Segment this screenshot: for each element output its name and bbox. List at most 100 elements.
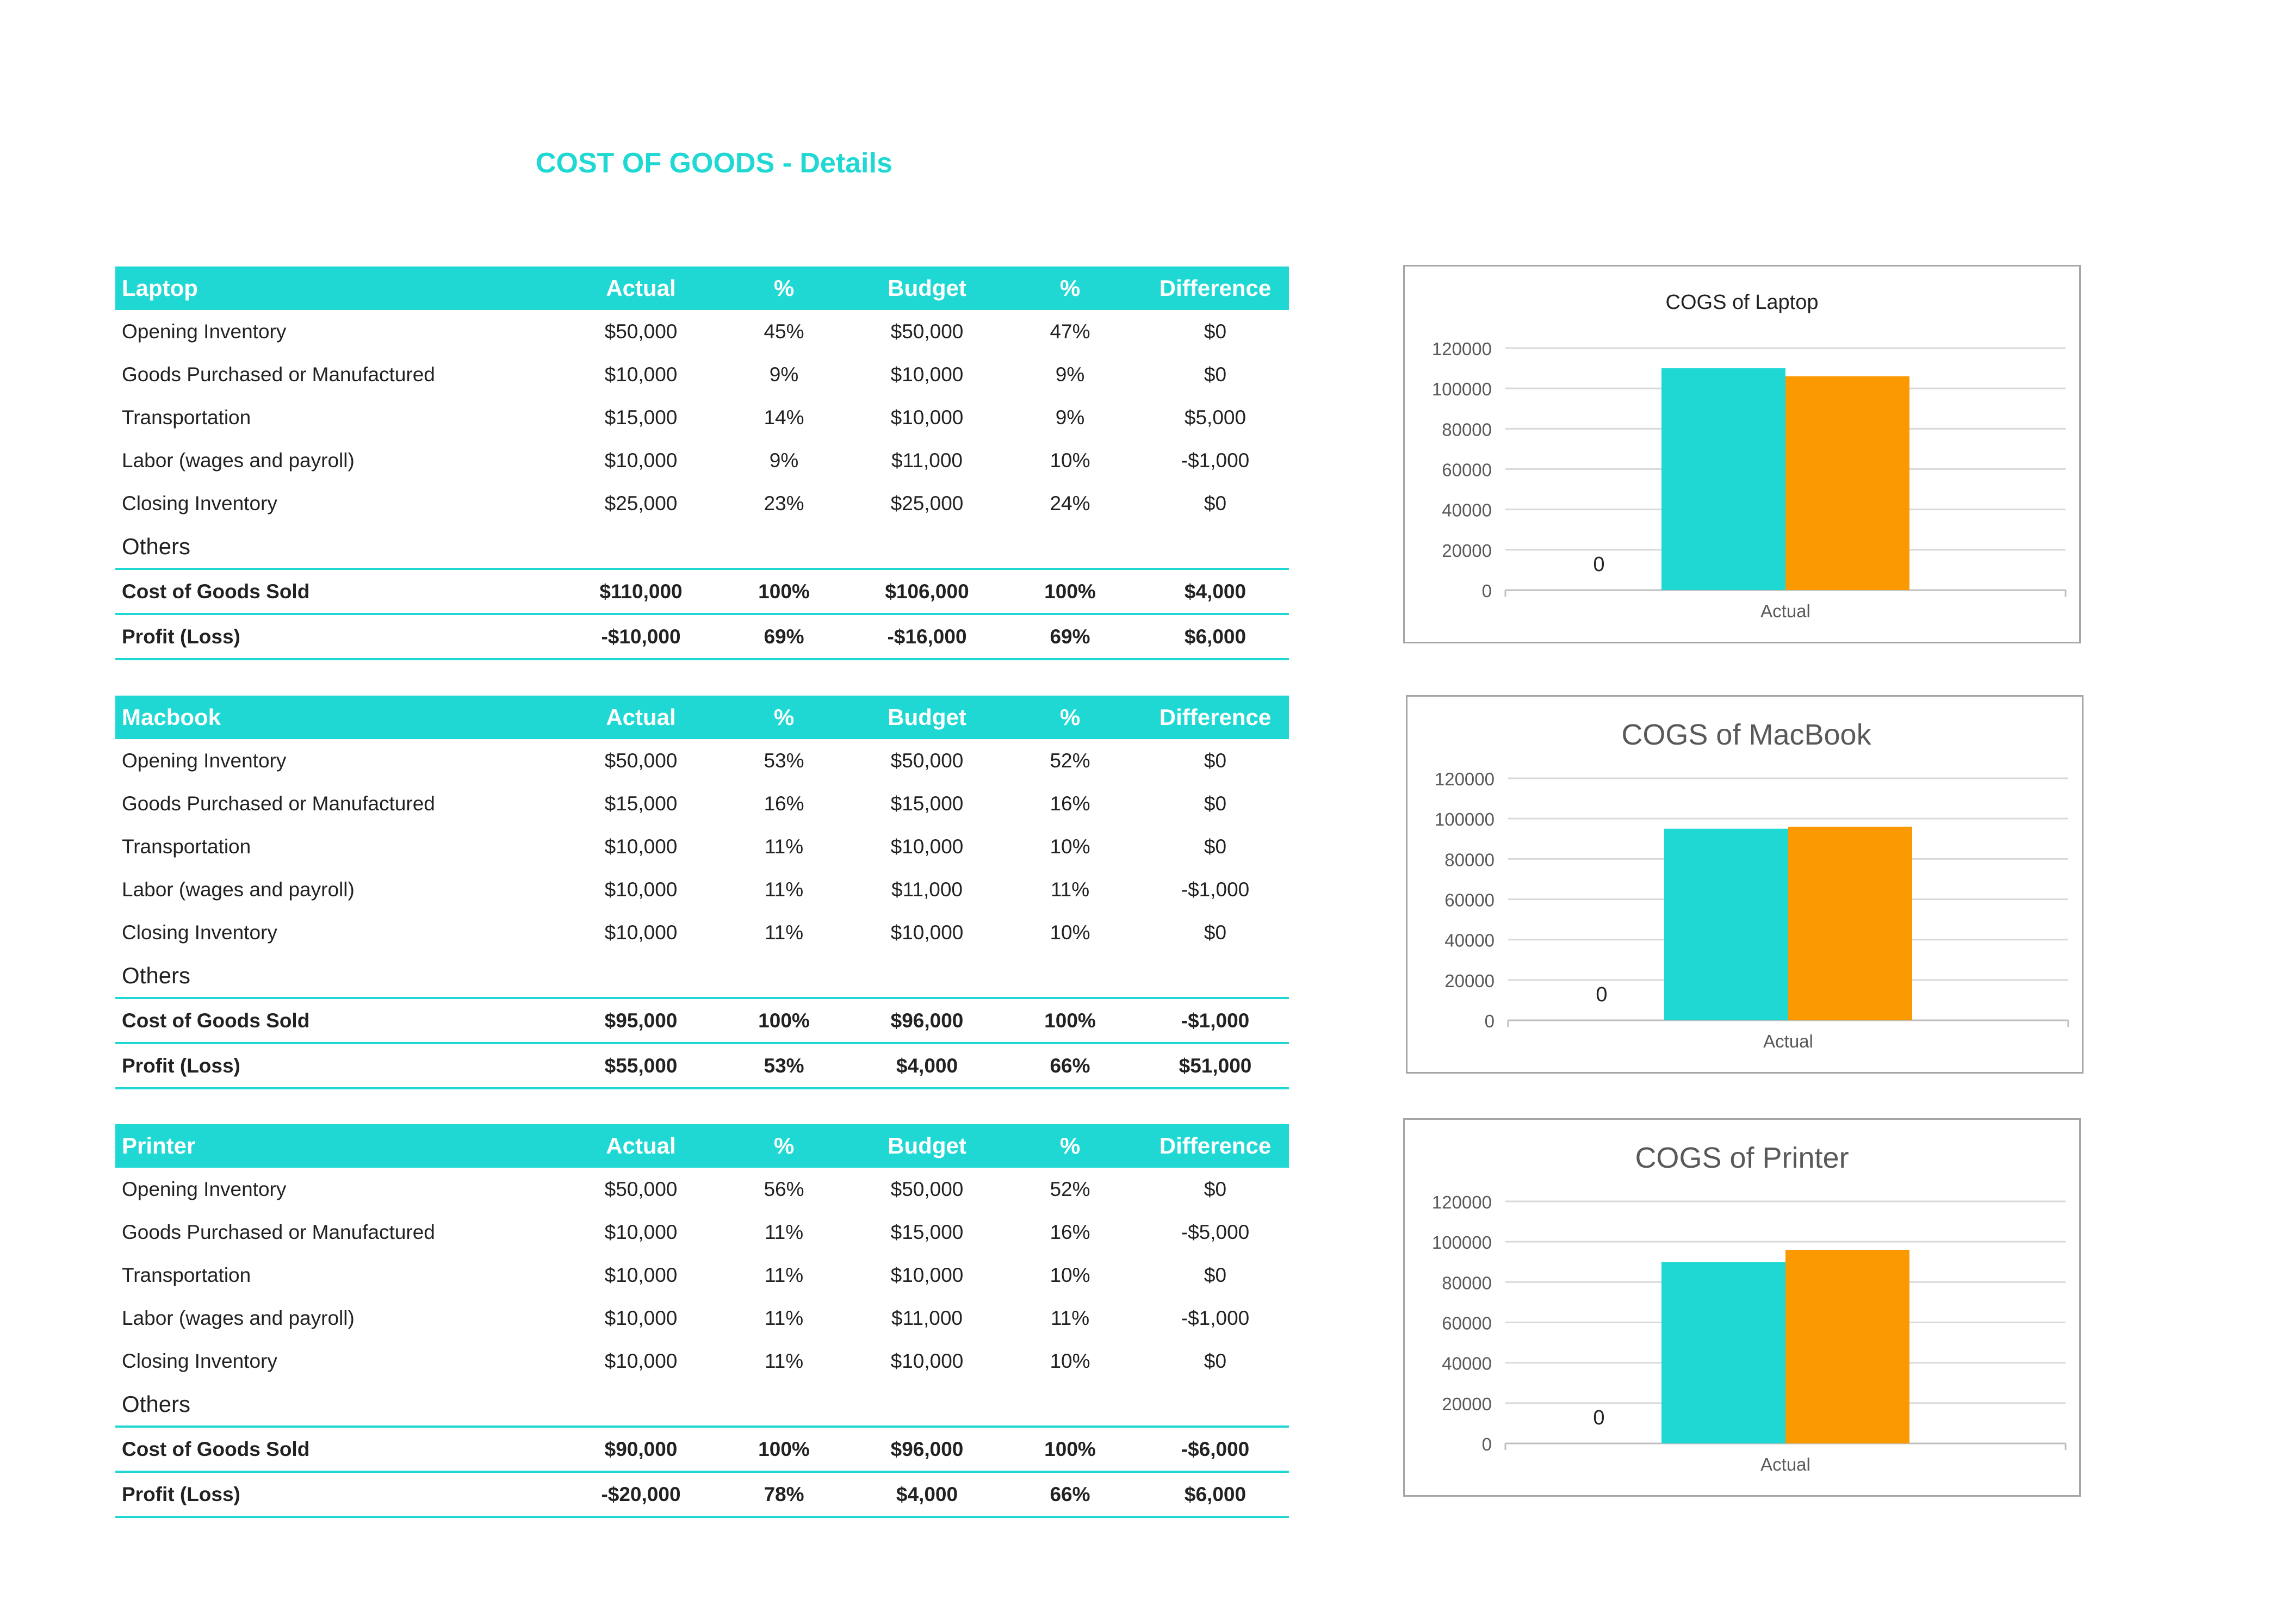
column-header: % — [712, 266, 855, 310]
column-header: % — [712, 696, 855, 739]
column-header: Actual — [569, 266, 712, 310]
cell-value: 24% — [1050, 492, 1090, 515]
bar-actual — [1661, 368, 1785, 590]
y-tick-label: 40000 — [1442, 1354, 1492, 1374]
cell-value: $11,000 — [891, 878, 963, 901]
y-tick-label: 80000 — [1442, 419, 1492, 439]
chart-cogs-laptop: COGS of Laptop 0 20000 40000 60000 80000 10000… — [1403, 265, 2081, 643]
x-tick-label: Actual — [1760, 1454, 1810, 1474]
cell-value: $15,000 — [890, 1220, 964, 1243]
cell-value: 16% — [1050, 1220, 1090, 1243]
cell-value: $25,000 — [890, 492, 964, 515]
cell-value: $25,000 — [604, 492, 678, 515]
row-label: Opening Inventory — [122, 749, 287, 772]
y-tick-label: 120000 — [1432, 1192, 1492, 1212]
cell-value: 9% — [1055, 363, 1085, 386]
row-label: Cost of Goods Sold — [115, 1427, 569, 1473]
empty-cell — [999, 1383, 1142, 1428]
others-row: Others — [115, 954, 1289, 999]
cell-value: -$6,000 — [1142, 1427, 1289, 1473]
y-tick-label: 100000 — [1432, 1232, 1492, 1253]
row-label: Transportation — [122, 1263, 251, 1286]
empty-cell — [999, 954, 1142, 999]
x-tick-label: Actual — [1763, 1031, 1813, 1051]
cell-value: $10,000 — [604, 1263, 678, 1286]
column-header: Actual — [569, 696, 712, 739]
cogs-table-laptop: Laptop Actual% Budget% Difference Opening In… — [115, 266, 1289, 660]
data-label: 0 — [1596, 983, 1607, 1006]
cell-value: -$1,000 — [1181, 449, 1250, 472]
bar-budget — [1785, 376, 1909, 590]
cogs-table-printer: Printer Actual% Budget% Difference Opening I… — [115, 1124, 1289, 1518]
empty-cell — [999, 525, 1142, 570]
empty-cell — [569, 525, 712, 570]
cell-value: 11% — [764, 1263, 804, 1286]
cell-value: 47% — [1050, 320, 1090, 343]
row-label: Profit (Loss) — [115, 614, 569, 660]
row-label: Closing Inventory — [122, 1349, 277, 1372]
chart-title: COGS of Printer — [1635, 1142, 1849, 1174]
column-header: Difference — [1142, 1124, 1289, 1168]
table-row: Goods Purchased or Manufactured $15,000 16… — [115, 782, 1289, 825]
y-tick-label: 120000 — [1435, 769, 1495, 789]
table-section-title: Printer — [115, 1124, 569, 1168]
table-row: Opening Inventory $50,000 56% $50,000 52% $0 — [115, 1168, 1289, 1211]
cell-value: 10% — [1050, 449, 1090, 472]
row-label: Cost of Goods Sold — [115, 569, 569, 615]
others-row: Others — [115, 525, 1289, 570]
chart-title: COGS of MacBook — [1621, 718, 1871, 751]
cell-value: $10,000 — [890, 406, 964, 429]
y-tick-label: 60000 — [1444, 890, 1495, 910]
cogs-total-row: Cost of Goods Sold $95,000 100% $96,000 100%… — [115, 998, 1289, 1044]
cell-value: 11% — [764, 1306, 804, 1329]
column-header: Difference — [1142, 696, 1289, 739]
table-row: Closing Inventory $25,000 23% $25,000 24% $0 — [115, 482, 1289, 525]
cell-value: 100% — [712, 569, 855, 615]
y-tick-label: 120000 — [1432, 339, 1492, 359]
bar-actual — [1664, 828, 1788, 1020]
empty-cell — [1142, 1383, 1289, 1428]
cell-value: 69% — [712, 614, 855, 660]
table-header-row: Laptop Actual% Budget% Difference — [115, 266, 1289, 310]
empty-cell — [1142, 954, 1289, 999]
cell-value: $10,000 — [604, 363, 678, 386]
cell-value: $0 — [1204, 320, 1227, 343]
row-label: Transportation — [122, 406, 251, 429]
cell-value: -$5,000 — [1181, 1220, 1250, 1243]
cell-value: $10,000 — [890, 921, 964, 944]
cell-value: $50,000 — [604, 749, 678, 772]
row-label: Closing Inventory — [122, 921, 277, 944]
row-label: Goods Purchased or Manufactured — [122, 1220, 435, 1243]
empty-cell — [712, 525, 855, 570]
cell-value: $50,000 — [890, 1177, 964, 1200]
data-label: 0 — [1593, 1406, 1604, 1429]
cell-value: $4,000 — [1142, 569, 1289, 615]
cell-value: 69% — [999, 614, 1142, 660]
cell-value: $5,000 — [1184, 406, 1247, 429]
table-row: Labor (wages and payroll) $10,000 9% $11,00… — [115, 439, 1289, 482]
cell-value: 14% — [764, 406, 804, 429]
cell-value: 52% — [1050, 1177, 1090, 1200]
cell-value: $0 — [1204, 1349, 1227, 1372]
data-label: 0 — [1593, 553, 1604, 576]
y-tick-label: 0 — [1482, 1434, 1492, 1454]
row-label: Opening Inventory — [122, 1177, 287, 1200]
cell-value: $4,000 — [855, 1043, 999, 1089]
empty-cell — [855, 525, 999, 570]
table-row: Opening Inventory $50,000 45% $50,000 47% $0 — [115, 310, 1289, 353]
profit-loss-row: Profit (Loss) $55,000 53% $4,000 66% $51,000 — [115, 1043, 1289, 1089]
cell-value: 23% — [764, 492, 804, 515]
chart-svg: COGS of Printer 0 20000 40000 60000 80000 1000… — [1432, 1142, 2067, 1474]
x-tick-label: Actual — [1760, 601, 1810, 621]
cell-value: $10,000 — [604, 835, 678, 858]
table-row: Closing Inventory $10,000 11% $10,000 10% $0 — [115, 1340, 1289, 1383]
cell-value: $4,000 — [855, 1472, 999, 1518]
table-header-row: Macbook Actual% Budget% Difference — [115, 696, 1289, 739]
empty-cell — [855, 1383, 999, 1428]
table-row: Transportation $10,000 11% $10,000 10% $0 — [115, 1254, 1289, 1297]
cell-value: $50,000 — [890, 749, 964, 772]
y-tick-label: 20000 — [1444, 971, 1495, 991]
row-label: Opening Inventory — [122, 320, 287, 343]
cell-value: $15,000 — [604, 406, 678, 429]
y-tick-label: 60000 — [1442, 1313, 1492, 1334]
